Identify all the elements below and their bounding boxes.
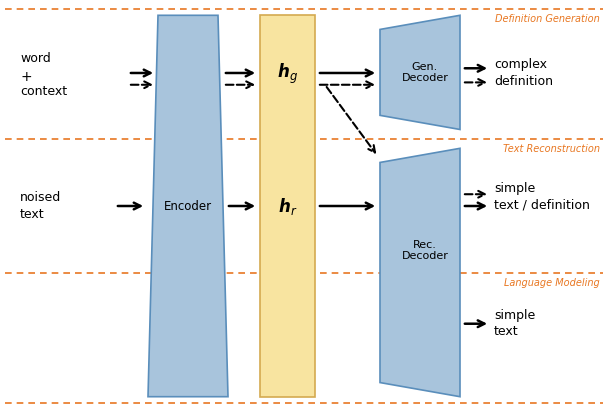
Text: +: + — [20, 70, 32, 84]
Text: text: text — [494, 325, 519, 338]
Text: Definition Generation: Definition Generation — [496, 14, 600, 24]
Text: simple: simple — [494, 182, 535, 195]
Text: text: text — [20, 208, 44, 221]
Text: Rec.
Decoder: Rec. Decoder — [401, 240, 449, 261]
Text: context: context — [20, 85, 67, 98]
Text: Gen.
Decoder: Gen. Decoder — [401, 62, 449, 83]
Text: $\boldsymbol{h}_r$: $\boldsymbol{h}_r$ — [278, 196, 297, 216]
Text: Text Reconstruction: Text Reconstruction — [503, 144, 600, 154]
Text: $\boldsymbol{h}_g$: $\boldsymbol{h}_g$ — [277, 62, 298, 86]
Polygon shape — [380, 148, 460, 397]
Text: definition: definition — [494, 75, 553, 88]
Text: simple: simple — [494, 309, 535, 322]
Text: noised: noised — [20, 191, 61, 204]
Text: Language Modeling: Language Modeling — [504, 278, 600, 288]
Polygon shape — [260, 15, 315, 397]
Text: text / definition: text / definition — [494, 198, 590, 211]
Polygon shape — [148, 15, 228, 397]
Text: complex: complex — [494, 58, 547, 71]
Text: Encoder: Encoder — [164, 199, 212, 213]
Polygon shape — [380, 15, 460, 129]
Text: word: word — [20, 52, 50, 66]
